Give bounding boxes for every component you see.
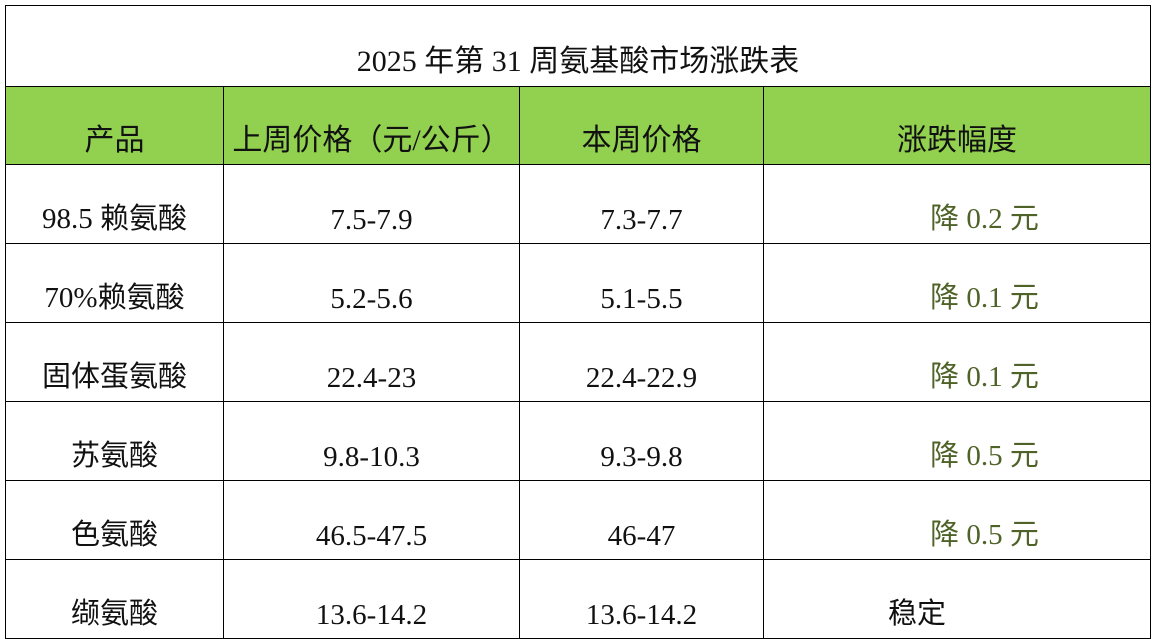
cell: 22.4-23	[223, 322, 520, 402]
data-row: 70%赖氨酸 5.2-5.6 5.1-5.5 降 0.1 元	[5, 243, 1151, 323]
data-row: 色氨酸 46.5-47.5 46-47 降 0.5 元	[5, 480, 1151, 560]
title-row: 2025 年第 31 周氨基酸市场涨跌表	[5, 5, 1151, 87]
cell: 13.6-14.2	[223, 559, 520, 639]
header-cell: 涨跌幅度	[763, 86, 1151, 165]
cell: 苏氨酸	[5, 401, 224, 481]
cell: 9.3-9.8	[519, 401, 764, 481]
cell: 稳定	[763, 559, 1151, 639]
data-row: 固体蛋氨酸 22.4-23 22.4-22.9 降 0.1 元	[5, 322, 1151, 402]
cell: 色氨酸	[5, 480, 224, 560]
price-table: 2025 年第 31 周氨基酸市场涨跌表 产品 上周价格（元/公斤） 本周价格 涨跌幅…	[5, 5, 1151, 639]
header-cell: 本周价格	[519, 86, 764, 165]
data-row: 苏氨酸 9.8-10.3 9.3-9.8 降 0.5 元	[5, 401, 1151, 481]
cell: 13.6-14.2	[519, 559, 764, 639]
cell: 7.3-7.7	[519, 164, 764, 244]
page: {"table": { "title": "2025 年第 31 周氨基酸市场涨…	[5, 5, 1151, 639]
table-body: 2025 年第 31 周氨基酸市场涨跌表 产品 上周价格（元/公斤） 本周价格 涨跌幅…	[5, 5, 1151, 639]
table-title: 2025 年第 31 周氨基酸市场涨跌表	[5, 5, 1151, 87]
cell: 降 0.5 元	[763, 401, 1151, 481]
cell: 降 0.1 元	[763, 322, 1151, 402]
cell: 5.2-5.6	[223, 243, 520, 323]
cell: 7.5-7.9	[223, 164, 520, 244]
cell: 9.8-10.3	[223, 401, 520, 481]
cell: 降 0.1 元	[763, 243, 1151, 323]
cell: 降 0.5 元	[763, 480, 1151, 560]
cell: 22.4-22.9	[519, 322, 764, 402]
cell: 46-47	[519, 480, 764, 560]
cell: 5.1-5.5	[519, 243, 764, 323]
header-cell: 产品	[5, 86, 224, 165]
cell: 46.5-47.5	[223, 480, 520, 560]
data-row: 缬氨酸 13.6-14.2 13.6-14.2 稳定	[5, 559, 1151, 639]
cell: 缬氨酸	[5, 559, 224, 639]
header-row: 产品 上周价格（元/公斤） 本周价格 涨跌幅度	[5, 86, 1151, 165]
data-row: 98.5 赖氨酸 7.5-7.9 7.3-7.7 降 0.2 元	[5, 164, 1151, 244]
cell: 固体蛋氨酸	[5, 322, 224, 402]
header-cell: 上周价格（元/公斤）	[223, 86, 520, 165]
cell: 70%赖氨酸	[5, 243, 224, 323]
cell: 98.5 赖氨酸	[5, 164, 224, 244]
cell: 降 0.2 元	[763, 164, 1151, 244]
